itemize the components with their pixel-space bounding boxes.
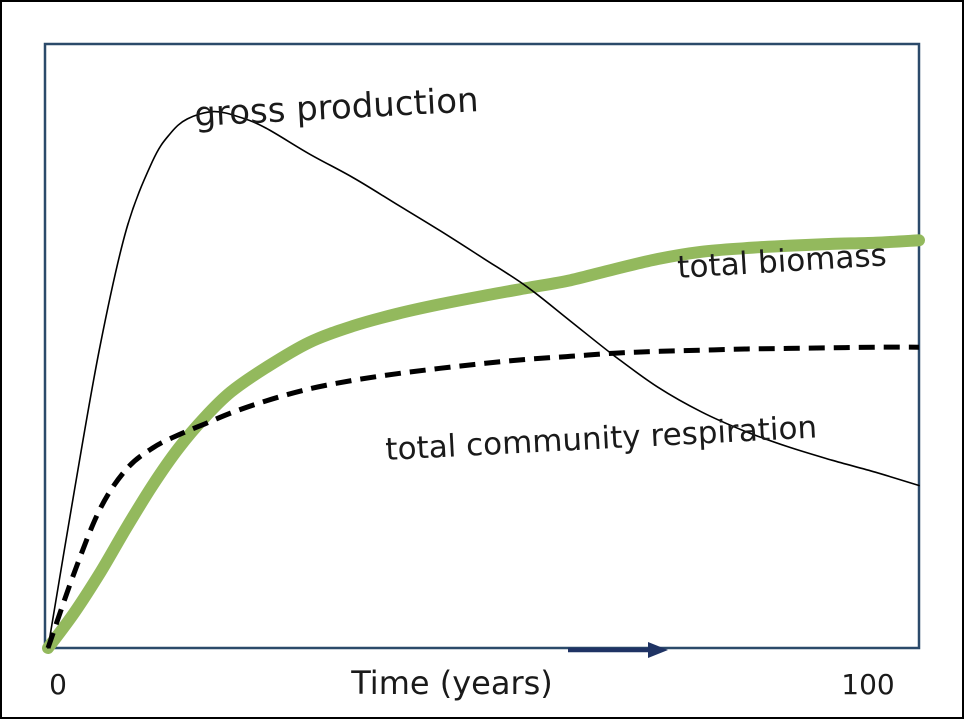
x-tick-label-100: 100 [841, 668, 894, 701]
x-axis-label: Time (years) [350, 664, 553, 702]
label-total-community-respiration: total community respiration [385, 409, 818, 468]
x-tick-label-0: 0 [49, 668, 67, 701]
label-total-biomass: total biomass [676, 237, 887, 286]
series-line-gross-production [47, 110, 920, 649]
time-arrow-head [648, 642, 668, 658]
series-line-total-biomass [42, 234, 925, 654]
label-gross-production: gross production [193, 80, 479, 135]
series-line-total-community-respiration [45, 344, 920, 649]
